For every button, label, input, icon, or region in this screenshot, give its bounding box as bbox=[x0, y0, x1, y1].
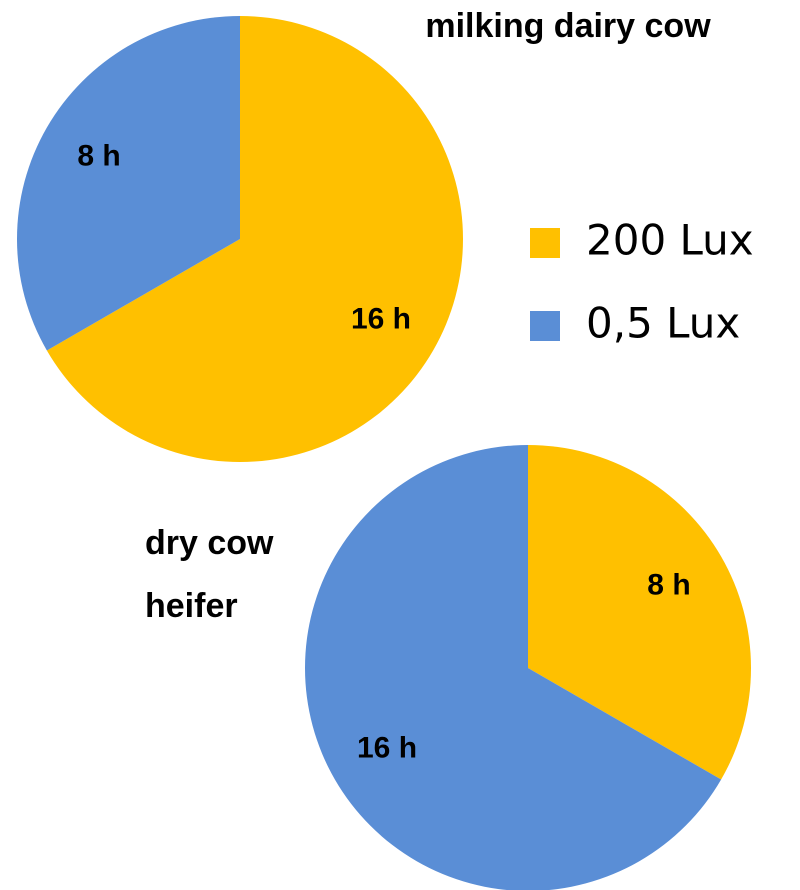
value-label: 8 h bbox=[77, 140, 120, 173]
value-label: 8 h bbox=[647, 569, 690, 602]
legend-swatch bbox=[530, 228, 560, 258]
legend-label: 200 Lux bbox=[586, 216, 754, 265]
chart-title: heifer bbox=[145, 587, 238, 625]
value-label: 16 h bbox=[351, 302, 411, 335]
chart-title: dry cow bbox=[145, 524, 274, 562]
legend-swatch bbox=[530, 311, 560, 341]
pie-slice bbox=[16, 16, 240, 351]
pie-slice bbox=[46, 16, 463, 462]
chart-title: milking dairy cow bbox=[425, 7, 711, 45]
value-label: 16 h bbox=[357, 731, 417, 764]
pie-slice bbox=[528, 445, 751, 780]
legend-label: 0,5 Lux bbox=[586, 299, 740, 348]
pie-slice bbox=[305, 445, 722, 890]
